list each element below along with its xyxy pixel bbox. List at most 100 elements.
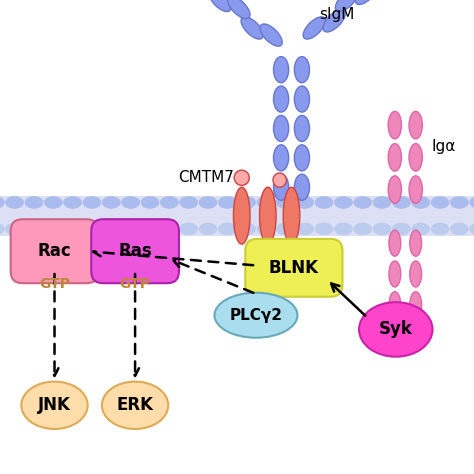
Ellipse shape xyxy=(283,187,300,244)
Ellipse shape xyxy=(209,0,231,11)
Ellipse shape xyxy=(21,382,88,429)
Ellipse shape xyxy=(359,302,432,357)
Ellipse shape xyxy=(180,196,198,209)
Ellipse shape xyxy=(294,86,310,112)
Ellipse shape xyxy=(102,196,120,209)
Ellipse shape xyxy=(296,196,314,209)
Ellipse shape xyxy=(354,223,372,235)
Text: ERK: ERK xyxy=(117,396,154,414)
Ellipse shape xyxy=(294,56,310,82)
Ellipse shape xyxy=(450,223,468,235)
Text: GTP: GTP xyxy=(39,277,70,292)
Text: Igα: Igα xyxy=(431,139,456,155)
Ellipse shape xyxy=(388,111,401,139)
Ellipse shape xyxy=(241,17,263,39)
Text: PLCγ2: PLCγ2 xyxy=(229,308,283,323)
Ellipse shape xyxy=(315,223,333,235)
Ellipse shape xyxy=(44,223,62,235)
Ellipse shape xyxy=(160,223,178,235)
Ellipse shape xyxy=(237,223,255,235)
Ellipse shape xyxy=(294,115,310,141)
Ellipse shape xyxy=(237,196,255,209)
FancyBboxPatch shape xyxy=(246,239,342,297)
Ellipse shape xyxy=(273,86,289,112)
Text: JNK: JNK xyxy=(38,396,71,414)
Ellipse shape xyxy=(233,187,250,244)
Ellipse shape xyxy=(6,223,24,235)
Ellipse shape xyxy=(83,223,101,235)
Ellipse shape xyxy=(0,196,4,209)
Ellipse shape xyxy=(199,223,217,235)
Ellipse shape xyxy=(470,196,474,209)
Ellipse shape xyxy=(273,115,289,141)
Ellipse shape xyxy=(44,196,62,209)
Text: Rac: Rac xyxy=(37,242,72,260)
Ellipse shape xyxy=(392,223,410,235)
Ellipse shape xyxy=(389,261,401,287)
FancyBboxPatch shape xyxy=(10,219,98,283)
Ellipse shape xyxy=(257,196,275,209)
Ellipse shape xyxy=(412,223,430,235)
Ellipse shape xyxy=(219,196,237,209)
Text: Ras: Ras xyxy=(118,242,152,260)
Ellipse shape xyxy=(160,196,178,209)
Ellipse shape xyxy=(122,196,140,209)
Ellipse shape xyxy=(389,292,401,318)
Ellipse shape xyxy=(25,196,43,209)
Ellipse shape xyxy=(294,145,310,171)
Ellipse shape xyxy=(409,144,422,171)
Bar xyxy=(0,196,474,236)
Ellipse shape xyxy=(259,187,276,244)
Ellipse shape xyxy=(141,196,159,209)
Ellipse shape xyxy=(334,223,352,235)
Ellipse shape xyxy=(64,223,82,235)
Ellipse shape xyxy=(336,0,357,11)
Ellipse shape xyxy=(296,223,314,235)
Ellipse shape xyxy=(273,56,289,82)
Ellipse shape xyxy=(276,223,294,235)
Ellipse shape xyxy=(6,196,24,209)
Ellipse shape xyxy=(409,111,422,139)
Text: GTP: GTP xyxy=(119,277,151,292)
Ellipse shape xyxy=(273,173,286,187)
Ellipse shape xyxy=(450,196,468,209)
Ellipse shape xyxy=(431,196,449,209)
Ellipse shape xyxy=(388,144,401,171)
Ellipse shape xyxy=(273,174,289,200)
Ellipse shape xyxy=(392,196,410,209)
Ellipse shape xyxy=(373,196,391,209)
Ellipse shape xyxy=(431,223,449,235)
FancyBboxPatch shape xyxy=(91,219,179,283)
Ellipse shape xyxy=(83,196,101,209)
Ellipse shape xyxy=(122,223,140,235)
Ellipse shape xyxy=(323,10,345,32)
Ellipse shape xyxy=(356,0,377,4)
Ellipse shape xyxy=(470,223,474,235)
Text: Syk: Syk xyxy=(379,320,413,338)
Ellipse shape xyxy=(25,223,43,235)
Ellipse shape xyxy=(410,292,422,318)
Text: sIgM: sIgM xyxy=(319,7,354,22)
Text: CMTM7: CMTM7 xyxy=(178,170,234,185)
Ellipse shape xyxy=(389,230,401,256)
Ellipse shape xyxy=(0,223,4,235)
Ellipse shape xyxy=(294,174,310,200)
Ellipse shape xyxy=(257,223,275,235)
Ellipse shape xyxy=(234,170,249,185)
Ellipse shape xyxy=(354,196,372,209)
Ellipse shape xyxy=(141,223,159,235)
Ellipse shape xyxy=(388,176,401,203)
Ellipse shape xyxy=(410,261,422,287)
Ellipse shape xyxy=(334,196,352,209)
Ellipse shape xyxy=(199,196,217,209)
Ellipse shape xyxy=(260,24,282,46)
Ellipse shape xyxy=(315,196,333,209)
Ellipse shape xyxy=(180,223,198,235)
Text: BLNK: BLNK xyxy=(269,259,319,277)
Ellipse shape xyxy=(303,17,325,39)
Ellipse shape xyxy=(273,145,289,171)
Ellipse shape xyxy=(64,196,82,209)
Ellipse shape xyxy=(409,176,422,203)
Ellipse shape xyxy=(219,223,237,235)
Ellipse shape xyxy=(102,382,168,429)
